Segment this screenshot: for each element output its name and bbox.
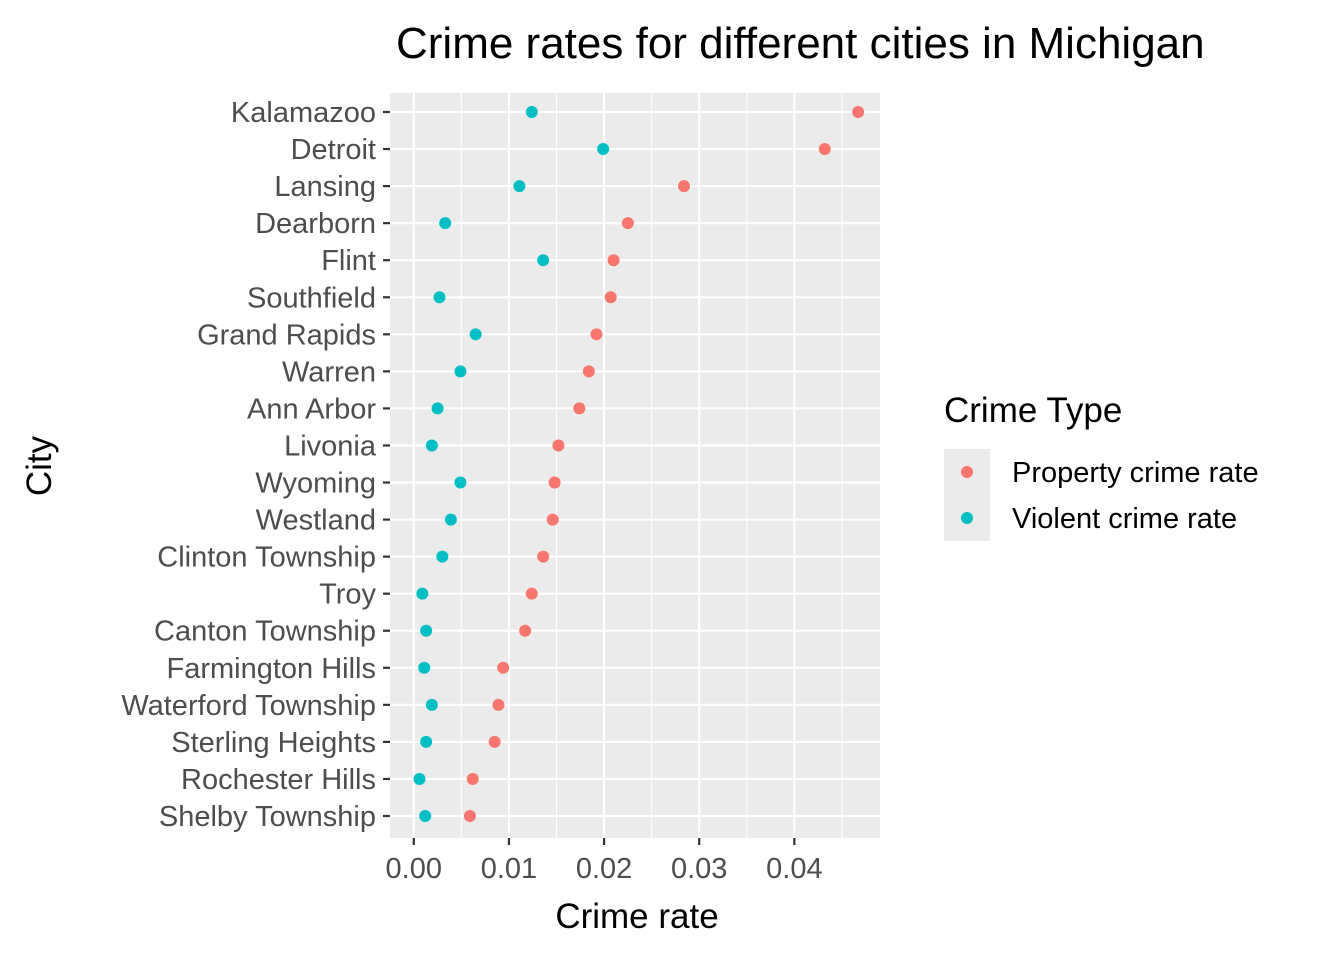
point-property-crime-rate — [492, 698, 505, 711]
y-tick-label: Waterford Township — [121, 690, 376, 722]
point-property-crime-rate — [852, 106, 865, 118]
point-property-crime-rate — [678, 180, 690, 193]
point-property-crime-rate — [466, 772, 479, 785]
plot-panel — [390, 93, 880, 838]
point-property-crime-rate — [621, 217, 634, 230]
point-violent-crime-rate — [454, 365, 467, 378]
y-tick-label: Warren — [282, 356, 376, 388]
point-violent-crime-rate — [418, 661, 431, 674]
point-violent-crime-rate — [413, 772, 426, 785]
legend-title: Crime Type — [944, 391, 1122, 430]
legend-key-dot — [961, 466, 973, 478]
x-axis: 0.00 0.01 0.02 0.03 0.04 — [386, 838, 823, 885]
y-tick-label: Rochester Hills — [181, 764, 376, 796]
point-property-crime-rate — [488, 735, 501, 748]
point-violent-crime-rate — [425, 439, 438, 452]
legend-key-dot — [961, 512, 973, 524]
y-tick-label: Dearborn — [255, 208, 376, 240]
y-tick-label: Lansing — [274, 171, 376, 203]
point-violent-crime-rate — [439, 217, 452, 230]
y-tick-label: Southfield — [247, 282, 376, 314]
y-tick-label: Grand Rapids — [197, 319, 376, 351]
y-tick-label: Wyoming — [255, 468, 376, 500]
x-axis-title: Crime rate — [555, 897, 718, 936]
point-violent-crime-rate — [525, 106, 538, 118]
point-violent-crime-rate — [537, 254, 550, 267]
y-tick-label: Shelby Township — [159, 801, 376, 833]
y-axis: Kalamazoo Detroit Lansing Dearborn Flint Sout… — [121, 97, 390, 833]
point-violent-crime-rate — [420, 735, 433, 748]
point-property-crime-rate — [546, 513, 559, 526]
point-violent-crime-rate — [454, 476, 467, 489]
point-property-crime-rate — [582, 365, 595, 378]
point-violent-crime-rate — [433, 291, 446, 304]
point-property-crime-rate — [552, 439, 565, 452]
y-tick-label: Livonia — [284, 430, 377, 462]
point-violent-crime-rate — [513, 180, 526, 193]
y-tick-label: Farmington Hills — [167, 653, 377, 685]
data-points — [413, 106, 865, 822]
point-property-crime-rate — [573, 402, 586, 415]
legend-label: Violent crime rate — [1012, 503, 1237, 535]
x-tick-label: 0.02 — [576, 853, 632, 885]
y-tick-label: Sterling Heights — [171, 727, 376, 759]
point-property-crime-rate — [497, 661, 510, 674]
y-tick-label: Clinton Township — [157, 542, 376, 574]
point-property-crime-rate — [463, 810, 476, 822]
point-violent-crime-rate — [425, 698, 438, 711]
y-tick-label: Troy — [319, 579, 376, 611]
legend-label: Property crime rate — [1012, 457, 1259, 489]
minor-gridlines — [460, 93, 843, 838]
point-property-crime-rate — [818, 143, 831, 156]
legend: Crime Type Property crime rate Violent cr… — [944, 391, 1259, 541]
point-violent-crime-rate — [469, 328, 482, 341]
point-violent-crime-rate — [444, 513, 457, 526]
x-tick-label: 0.01 — [481, 853, 537, 885]
point-property-crime-rate — [604, 291, 617, 304]
legend-items: Property crime rate Violent crime rate — [944, 449, 1259, 541]
point-property-crime-rate — [607, 254, 620, 267]
y-tick-label: Canton Township — [154, 616, 376, 648]
x-tick-label: 0.03 — [671, 853, 727, 885]
y-tick-label: Westland — [256, 505, 376, 537]
y-tick-label: Kalamazoo — [231, 97, 376, 129]
point-property-crime-rate — [590, 328, 603, 341]
chart-title: Crime rates for different cities in Mich… — [396, 19, 1205, 68]
point-violent-crime-rate — [419, 810, 432, 822]
y-tick-label: Detroit — [291, 134, 376, 166]
point-violent-crime-rate — [420, 624, 433, 637]
point-property-crime-rate — [519, 624, 532, 637]
point-property-crime-rate — [525, 587, 538, 600]
y-axis-title: City — [20, 435, 59, 496]
point-violent-crime-rate — [416, 587, 429, 600]
y-tick-label: Flint — [321, 245, 376, 277]
y-tick-label: Ann Arbor — [247, 393, 376, 425]
x-tick-label: 0.04 — [766, 853, 822, 885]
point-violent-crime-rate — [431, 402, 444, 415]
point-violent-crime-rate — [597, 143, 610, 156]
point-property-crime-rate — [548, 476, 561, 489]
major-gridlines — [390, 93, 880, 838]
point-violent-crime-rate — [436, 550, 449, 563]
x-tick-label: 0.00 — [386, 853, 442, 885]
legend-key-background — [944, 449, 990, 541]
point-property-crime-rate — [537, 550, 550, 563]
